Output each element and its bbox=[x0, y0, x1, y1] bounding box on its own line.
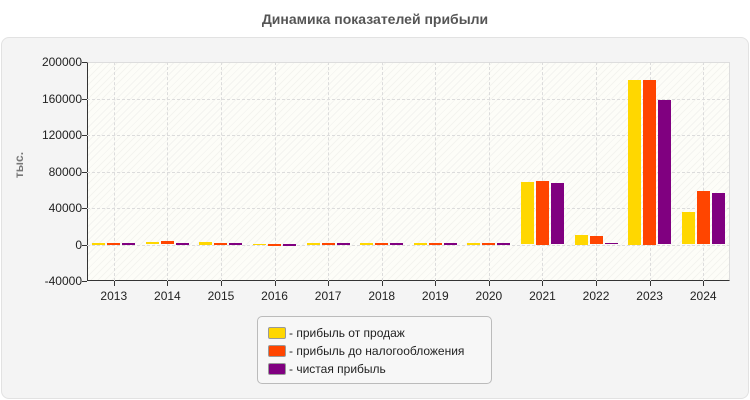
grid-line-vertical bbox=[435, 62, 437, 281]
bar bbox=[360, 243, 374, 245]
bar bbox=[696, 190, 710, 245]
bar bbox=[443, 243, 457, 245]
grid-line-vertical bbox=[113, 62, 115, 281]
x-tick-mark bbox=[596, 281, 598, 286]
grid-line-horizontal bbox=[87, 98, 730, 100]
bar bbox=[711, 193, 725, 245]
x-tick-label: 2015 bbox=[207, 289, 235, 303]
bar bbox=[681, 211, 695, 245]
y-tick-mark bbox=[82, 98, 87, 100]
bar bbox=[643, 80, 657, 245]
bar bbox=[658, 100, 672, 245]
bar bbox=[413, 243, 427, 245]
bar bbox=[467, 243, 481, 245]
bar bbox=[628, 80, 642, 245]
legend-swatch-yellow bbox=[268, 327, 286, 339]
x-tick-label: 2016 bbox=[261, 289, 288, 303]
bar bbox=[375, 243, 389, 245]
x-tick-mark bbox=[328, 281, 330, 286]
bar bbox=[390, 243, 404, 245]
y-tick-mark bbox=[82, 244, 87, 246]
grid-line-vertical bbox=[274, 62, 276, 281]
x-tick-mark bbox=[488, 281, 490, 286]
bar bbox=[253, 243, 267, 246]
y-tick-mark bbox=[82, 135, 87, 136]
x-tick-mark bbox=[113, 281, 115, 286]
grid-line-horizontal bbox=[87, 171, 730, 173]
bar bbox=[520, 182, 534, 245]
grid-line-vertical bbox=[596, 62, 598, 281]
legend-swatch-purple bbox=[268, 363, 286, 375]
bar bbox=[574, 235, 588, 245]
x-tick-label: 2018 bbox=[368, 289, 396, 303]
bar bbox=[535, 180, 549, 245]
grid-line-vertical bbox=[488, 62, 490, 281]
bar bbox=[482, 243, 496, 245]
x-tick-mark bbox=[435, 281, 437, 286]
bar bbox=[283, 244, 297, 246]
y-tick-mark bbox=[82, 208, 87, 209]
grid-line-horizontal bbox=[87, 208, 730, 209]
y-tick-mark bbox=[82, 62, 87, 63]
bar bbox=[268, 244, 282, 246]
grid-line-horizontal bbox=[87, 135, 730, 136]
bar bbox=[199, 242, 213, 245]
x-tick-mark bbox=[167, 281, 169, 286]
legend: - прибыль от продаж - прибыль до налогоо… bbox=[257, 316, 492, 384]
grid-line-vertical bbox=[220, 62, 222, 281]
x-tick-mark bbox=[274, 281, 276, 286]
legend-item-net-profit: - чистая прибыль bbox=[268, 361, 386, 377]
x-tick-mark bbox=[542, 281, 544, 286]
y-tick-label: -40000 bbox=[44, 274, 82, 288]
bar bbox=[589, 236, 603, 245]
bar bbox=[122, 243, 136, 245]
y-tick-label: 160000 bbox=[41, 91, 82, 106]
y-tick-label: 120000 bbox=[41, 128, 82, 142]
grid-line-vertical bbox=[328, 62, 330, 281]
x-tick-mark bbox=[649, 281, 651, 286]
legend-swatch-orange bbox=[268, 345, 286, 357]
bar bbox=[336, 243, 350, 245]
bar bbox=[107, 243, 121, 245]
x-tick-label: 2017 bbox=[314, 289, 342, 303]
grid-line-horizontal bbox=[87, 244, 730, 246]
x-tick-label: 2023 bbox=[636, 289, 663, 303]
y-tick-label: 40000 bbox=[48, 201, 82, 215]
legend-item-sales-profit: - прибыль от продаж bbox=[268, 325, 405, 341]
y-tick-mark bbox=[82, 281, 87, 282]
x-tick-label: 2014 bbox=[154, 289, 181, 303]
bar bbox=[229, 243, 243, 245]
bar bbox=[428, 243, 442, 245]
bar bbox=[214, 243, 228, 245]
grid-line-vertical bbox=[381, 62, 383, 281]
y-tick-mark bbox=[82, 171, 87, 173]
x-tick-label: 2022 bbox=[582, 289, 610, 303]
x-tick-mark bbox=[381, 281, 383, 286]
legend-item-pretax-profit: - прибыль до налогообложения bbox=[268, 343, 464, 359]
y-tick-label: 0 bbox=[75, 237, 82, 252]
bar bbox=[160, 241, 174, 245]
x-tick-mark bbox=[220, 281, 222, 286]
bar bbox=[92, 243, 106, 245]
y-tick-label: 80000 bbox=[48, 164, 82, 179]
grid-line-vertical bbox=[542, 62, 544, 281]
bar bbox=[550, 183, 564, 245]
y-tick-label: 200000 bbox=[41, 55, 82, 69]
bar bbox=[497, 243, 511, 245]
x-tick-label: 2021 bbox=[529, 289, 556, 303]
bar bbox=[145, 241, 159, 245]
grid-line-vertical bbox=[703, 62, 705, 281]
x-tick-label: 2024 bbox=[689, 289, 717, 303]
chart-title: Динамика показателей прибыли bbox=[261, 11, 489, 27]
grid-line-vertical bbox=[167, 62, 169, 281]
x-tick-label: 2013 bbox=[100, 289, 128, 303]
bar bbox=[175, 243, 189, 245]
bar bbox=[604, 242, 618, 245]
x-tick-label: 2019 bbox=[421, 289, 449, 303]
x-tick-mark bbox=[703, 281, 705, 286]
bar bbox=[321, 243, 335, 245]
bar bbox=[306, 243, 320, 245]
x-tick-label: 2020 bbox=[475, 289, 503, 303]
